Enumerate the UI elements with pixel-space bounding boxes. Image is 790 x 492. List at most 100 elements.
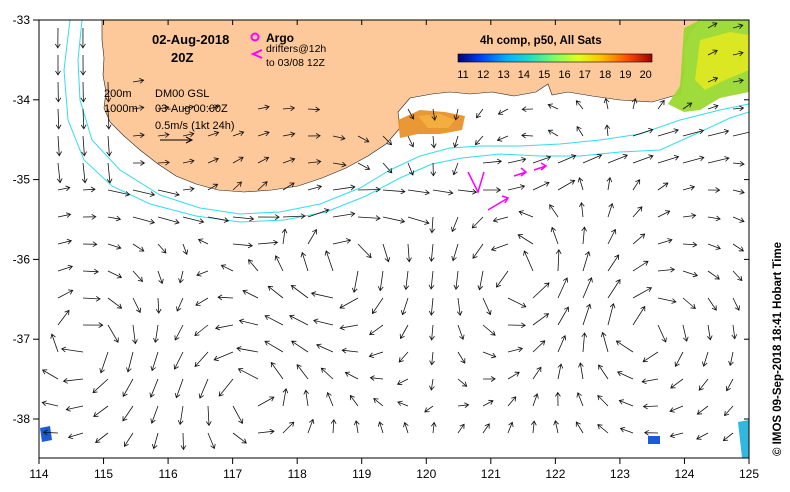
current-arrow — [218, 378, 234, 397]
current-arrow — [399, 324, 409, 340]
current-arrow — [482, 351, 497, 359]
current-arrow — [607, 278, 621, 299]
current-arrow — [82, 241, 98, 248]
current-arrow — [477, 270, 484, 291]
current-arrow — [313, 318, 334, 326]
current-arrow — [341, 347, 359, 354]
current-arrow — [155, 297, 162, 314]
current-arrow — [307, 159, 322, 165]
current-arrow — [236, 346, 259, 353]
current-arrow — [407, 135, 415, 148]
current-arrow — [238, 318, 259, 326]
current-arrow — [615, 340, 634, 353]
current-arrow — [267, 285, 284, 299]
current-arrow — [54, 27, 61, 49]
y-tick-label: -34 — [13, 93, 31, 107]
current-arrow — [82, 268, 99, 275]
x-tick-label: 122 — [545, 467, 565, 481]
current-arrow — [82, 295, 101, 302]
current-arrow — [452, 162, 459, 176]
sst-patch-se2 — [738, 420, 749, 458]
current-arrow — [132, 189, 156, 197]
current-arrow — [725, 378, 734, 392]
current-arrow — [430, 421, 437, 434]
current-arrow — [270, 361, 284, 380]
current-arrow — [482, 158, 503, 165]
colorbar-tick-label: 13 — [497, 69, 509, 81]
current-arrow — [632, 260, 649, 272]
current-arrow — [707, 215, 721, 222]
current-arrow — [507, 396, 517, 407]
x-tick-label: 120 — [416, 467, 436, 481]
colorbar-title: 4h comp, p50, All Sats — [480, 35, 602, 47]
map-hour: 20Z — [171, 50, 193, 65]
current-arrow — [732, 297, 740, 311]
current-arrow — [407, 216, 430, 225]
current-arrow — [353, 420, 360, 434]
current-arrow — [107, 270, 123, 279]
current-arrow — [429, 216, 436, 234]
current-arrow — [264, 315, 284, 326]
current-arrow — [696, 432, 709, 440]
current-arrow — [396, 378, 409, 386]
current-arrow — [507, 322, 526, 329]
current-arrow — [357, 162, 371, 170]
scale-label: 0.5m/s (1kt 24h) — [155, 120, 234, 132]
x-tick-label: 118 — [288, 467, 307, 481]
current-arrow — [213, 351, 234, 362]
y-tick-label: -35 — [13, 173, 31, 187]
current-arrow — [257, 156, 270, 164]
current-arrow — [453, 108, 460, 121]
current-arrow — [707, 104, 719, 110]
current-arrow — [428, 243, 435, 263]
current-arrow — [518, 210, 534, 218]
current-arrow — [670, 378, 684, 389]
current-arrow — [657, 155, 680, 164]
plot-frame — [38, 19, 750, 459]
x-tick-label: 117 — [223, 467, 242, 481]
current-arrow — [307, 208, 330, 218]
current-arrow — [682, 297, 696, 309]
current-arrow — [547, 103, 559, 110]
current-arrow — [457, 423, 465, 434]
current-arrow — [289, 314, 309, 326]
current-arrow — [257, 181, 268, 191]
current-arrow — [557, 277, 569, 299]
current-arrow — [483, 187, 502, 193]
current-arrow — [476, 108, 484, 119]
current-arrow — [291, 340, 309, 353]
current-arrow — [332, 135, 346, 141]
current-arrow — [371, 297, 384, 315]
current-arrow — [242, 289, 259, 299]
current-arrow — [607, 302, 616, 326]
current-arrow — [451, 216, 459, 233]
current-arrow — [581, 332, 588, 353]
current-arrow — [182, 104, 195, 111]
current-arrow — [582, 303, 592, 326]
current-arrow — [55, 108, 62, 130]
current-arrow — [632, 305, 646, 326]
current-arrow — [707, 129, 730, 137]
current-arrow — [732, 160, 745, 167]
current-arrow — [157, 104, 170, 111]
current-arrow — [521, 132, 534, 139]
current-arrow — [682, 213, 697, 219]
current-arrow — [632, 128, 654, 137]
current-arrow — [132, 105, 145, 111]
current-arrow — [107, 243, 122, 250]
current-arrow — [80, 81, 87, 103]
current-arrow — [99, 351, 109, 374]
current-arrow — [429, 351, 435, 366]
current-arrow — [553, 420, 559, 434]
current-arrow — [507, 157, 527, 164]
current-arrow — [80, 108, 87, 130]
current-arrow — [332, 161, 347, 168]
y-tick-label: -33 — [13, 13, 31, 27]
x-axis: 114 115 116 117 118 119 120 121 122 123 124 125 — [29, 20, 759, 481]
current-arrow — [382, 162, 393, 174]
current-arrow — [457, 378, 468, 387]
colorbar-tick-label: 20 — [640, 69, 652, 81]
current-arrow — [657, 182, 669, 191]
current-arrow — [657, 210, 671, 218]
current-arrow — [532, 282, 550, 299]
